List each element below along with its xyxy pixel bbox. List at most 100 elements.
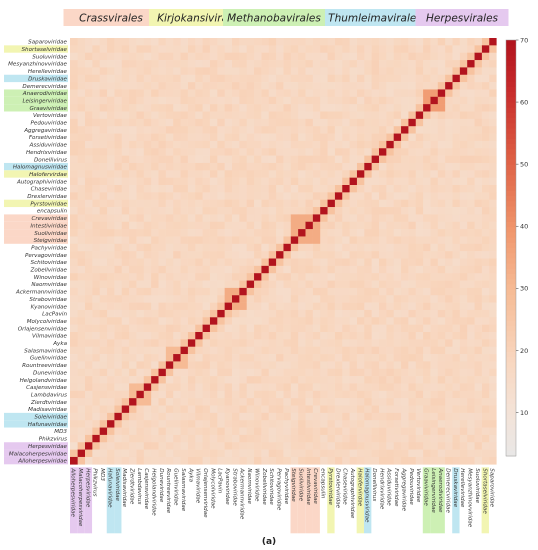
colorbar-segment [506,40,516,46]
heat-cell [202,67,210,76]
heat-cell [356,302,365,311]
heat-cell [143,273,152,281]
heat-cell [194,449,203,458]
heat-cell [386,177,394,186]
heat-cell [165,118,174,127]
heat-cell [239,38,247,46]
heat-cell [187,346,196,355]
heat-cell [430,67,438,76]
heat-cell [209,412,218,421]
heat-cell [224,317,232,325]
heat-cell [422,376,431,384]
heat-cell [327,427,335,436]
heat-cell [290,126,299,134]
heat-cell [121,162,130,171]
heat-cell [488,192,497,200]
heat-cell [356,346,365,355]
heat-cell [106,265,115,274]
heat-cell [408,368,416,377]
heat-cell [143,302,152,311]
heat-cell [187,170,196,178]
column-tick-label: Halofervirdae [356,468,362,506]
heat-cell [422,390,431,399]
heat-cell [349,162,357,171]
heat-cell [290,60,299,68]
heat-cell [99,45,108,53]
heat-cell [386,398,394,406]
heat-cell [305,412,313,421]
heat-cell [341,361,350,370]
heat-cell [290,346,299,355]
heat-cell [297,456,306,465]
heat-cell [422,45,431,53]
heat-cell [349,243,357,252]
heat-cell [239,287,247,296]
heat-cell [349,383,357,392]
heat-cell [99,258,108,267]
heat-cell [305,82,313,90]
heat-cell [474,89,482,98]
heat-cell [209,133,218,142]
heat-cell [430,38,438,46]
heat-cell [408,45,416,53]
heat-cell [378,449,387,458]
heat-cell [84,376,93,384]
heat-cell [165,221,174,230]
heat-cell [209,273,218,281]
heat-cell [77,251,85,259]
heat-cell [283,236,291,245]
heat-cell [275,361,284,370]
heat-cell [319,177,328,186]
heat-cell [371,199,379,208]
heat-cell [415,442,424,450]
heat-cell [305,442,313,450]
heat-cell [70,339,78,347]
heat-cell [466,229,475,237]
heat-cell [106,376,115,384]
heat-cell [275,192,284,200]
heat-cell [209,354,218,362]
heat-cell [209,398,218,406]
heat-cell [319,324,328,333]
heat-cell [121,265,130,274]
heat-cell [459,368,468,377]
heat-cell [400,258,409,267]
heat-cell [319,192,328,200]
heat-cell [143,104,152,112]
heat-cell [114,317,122,325]
heat-cell [150,192,159,200]
heat-cell [474,170,482,178]
heat-cell [452,273,460,281]
heat-cell [356,427,365,436]
heat-cell [290,111,299,120]
heat-cell [488,442,497,450]
heat-cell [481,456,490,465]
heat-cell [334,449,343,458]
heat-cell [378,332,387,340]
heat-cell [231,82,240,90]
heat-cell [180,236,188,245]
heat-cell [422,207,431,215]
heat-cell [437,60,446,68]
heat-cell [378,390,387,399]
row-tick-label: Mesyanzhinovviridae [8,62,67,68]
heat-cell [437,434,446,443]
heat-cell [400,456,409,465]
heat-cell [371,405,379,414]
heat-cell [275,302,284,311]
heat-cell [349,214,357,223]
heat-cell [239,376,247,384]
heat-cell [121,104,130,112]
heat-cell [239,221,247,230]
heat-cell [239,332,247,340]
heat-cell [187,236,196,245]
heat-cell [364,170,372,178]
heat-cell [305,118,313,127]
heat-cell [136,243,144,252]
heat-cell [202,96,210,105]
heat-cell [209,82,218,90]
heat-cell [136,177,144,186]
heat-cell [224,295,232,303]
heat-cell [488,60,497,68]
heat-cell [386,199,394,208]
